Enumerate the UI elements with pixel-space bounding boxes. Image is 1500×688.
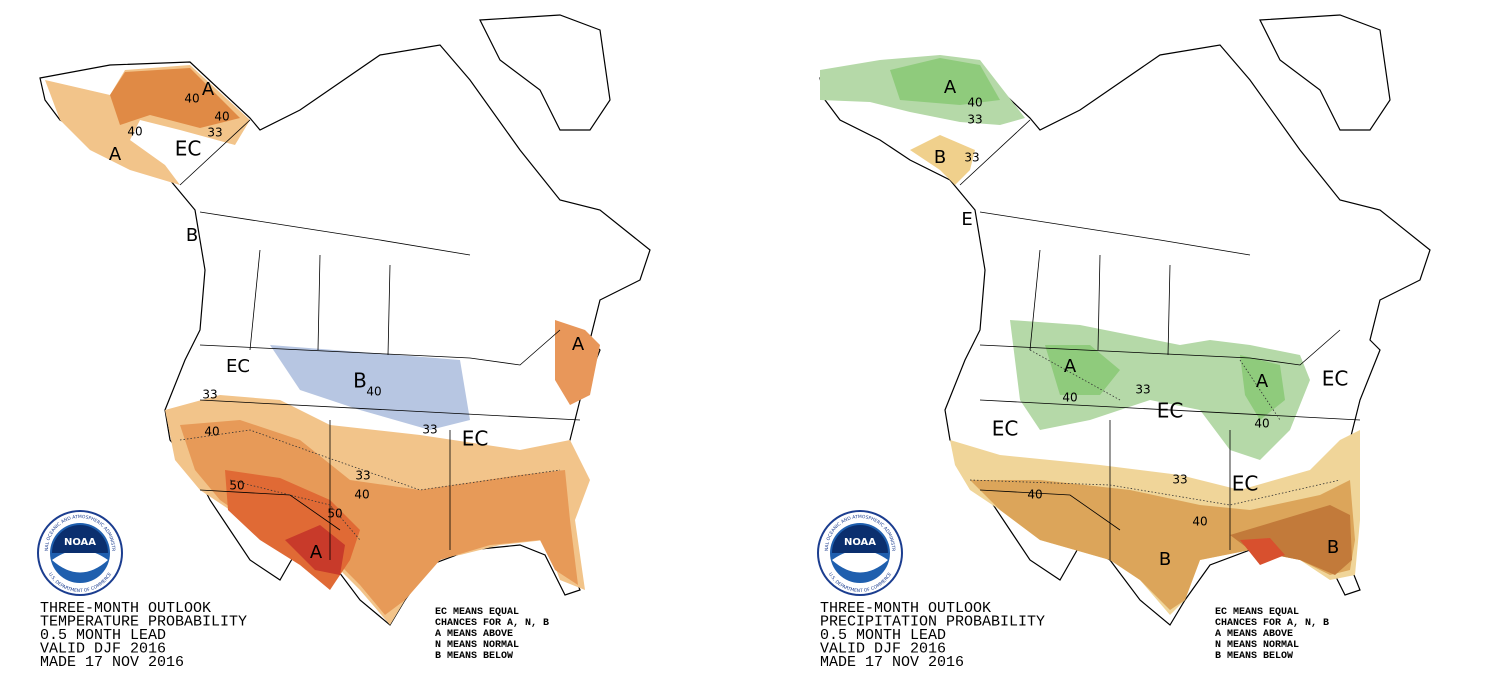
caption-line: VALID DJF 2016 xyxy=(820,641,946,658)
region-label: 40 xyxy=(204,425,219,439)
below-region xyxy=(970,480,1355,610)
legend-line: B MEANS BELOW xyxy=(1215,651,1293,662)
region-label: 33 xyxy=(355,469,370,483)
border xyxy=(959,119,1361,560)
caption-line: TEMPERATURE PROBABILITY xyxy=(40,614,247,631)
region-label: E xyxy=(961,209,972,230)
region-label: A xyxy=(109,144,122,165)
region-label: 40 xyxy=(184,92,199,106)
region-label: 50 xyxy=(327,507,342,521)
region-label: 33 xyxy=(202,388,217,402)
legend-line: EC MEANS EQUAL xyxy=(1215,607,1299,618)
above-region xyxy=(555,320,600,405)
below-region xyxy=(270,345,470,430)
below-region xyxy=(1240,538,1285,565)
below-region xyxy=(910,135,975,185)
greenland xyxy=(1259,14,1391,131)
region-label: B xyxy=(1327,537,1339,558)
region-label: A xyxy=(1064,356,1077,377)
above-region xyxy=(110,68,240,128)
region-label: 33 xyxy=(964,151,979,165)
region-label: A xyxy=(944,77,957,98)
above-region xyxy=(1045,345,1285,420)
precipitation-map: A 40 33 B 33 E A 40 33 EC A 40 EC EC 40 33 EC 40 B B THREE-M… xyxy=(778,0,1431,671)
caption-line: 0.5 MONTH LEAD xyxy=(820,627,946,644)
region-label: EC xyxy=(992,417,1019,441)
region-label: 40 xyxy=(354,488,369,502)
caption-line: MADE 17 NOV 2016 xyxy=(40,654,184,671)
region-label: 33 xyxy=(422,423,437,437)
region-label: 33 xyxy=(207,126,222,140)
greenland xyxy=(479,14,611,131)
region-label: EC xyxy=(226,356,250,377)
region-label: 40 xyxy=(366,385,381,399)
contour xyxy=(969,349,1341,506)
caption-line: MADE 17 NOV 2016 xyxy=(820,654,964,671)
logo-gull xyxy=(832,550,888,573)
region-label: A xyxy=(310,542,323,563)
caption-line: VALID DJF 2016 xyxy=(40,641,166,658)
region-label: A xyxy=(202,79,215,100)
region-label: B xyxy=(353,369,367,393)
logo-gull xyxy=(52,550,108,573)
region-label: EC xyxy=(462,427,489,451)
region-label: EC xyxy=(1322,367,1349,391)
contour xyxy=(179,429,561,541)
region-label: 40 xyxy=(214,110,229,124)
region-label: 40 xyxy=(1192,515,1207,529)
below-region xyxy=(1230,505,1352,575)
region-label: A xyxy=(1256,371,1269,392)
border xyxy=(179,119,581,560)
region-label: A xyxy=(572,334,585,355)
region-label: 40 xyxy=(1027,488,1042,502)
region-label: EC xyxy=(1157,399,1184,423)
region-label: B xyxy=(186,225,198,246)
region-label: 40 xyxy=(967,96,982,110)
legend-line: CHANCES FOR A, N, B xyxy=(1215,618,1329,629)
region-label: EC xyxy=(175,137,202,161)
legend-line: EC MEANS EQUAL xyxy=(435,607,519,618)
region-label: B xyxy=(1159,549,1171,570)
logo-name: NOAA xyxy=(844,537,876,548)
legend-line: N MEANS NORMAL xyxy=(435,640,519,651)
region-label: 40 xyxy=(1062,391,1077,405)
region-label: 40 xyxy=(1254,417,1269,431)
caption-line: PRECIPITATION PROBABILITY xyxy=(820,614,1045,631)
region-label: 40 xyxy=(127,125,142,139)
logo-name: NOAA xyxy=(64,537,96,548)
legend-line: N MEANS NORMAL xyxy=(1215,640,1299,651)
caption-line: THREE-MONTH OUTLOOK xyxy=(40,600,211,617)
region-label: 33 xyxy=(1135,383,1150,397)
logo-top xyxy=(832,525,888,553)
region-label: 50 xyxy=(229,479,244,493)
logo-top xyxy=(52,525,108,553)
legend-line: A MEANS ABOVE xyxy=(435,629,513,640)
region-label: EC xyxy=(1232,472,1259,496)
caption-line: THREE-MONTH OUTLOOK xyxy=(820,600,991,617)
region-label: B xyxy=(934,147,946,168)
caption-line: 0.5 MONTH LEAD xyxy=(40,627,166,644)
above-region xyxy=(180,420,578,615)
legend-line: CHANCES FOR A, N, B xyxy=(435,618,549,629)
above-region xyxy=(890,58,1000,105)
region-label: 33 xyxy=(967,113,982,127)
region-label: 33 xyxy=(1172,473,1187,487)
legend-line: B MEANS BELOW xyxy=(435,651,513,662)
legend-line: A MEANS ABOVE xyxy=(1215,629,1293,640)
